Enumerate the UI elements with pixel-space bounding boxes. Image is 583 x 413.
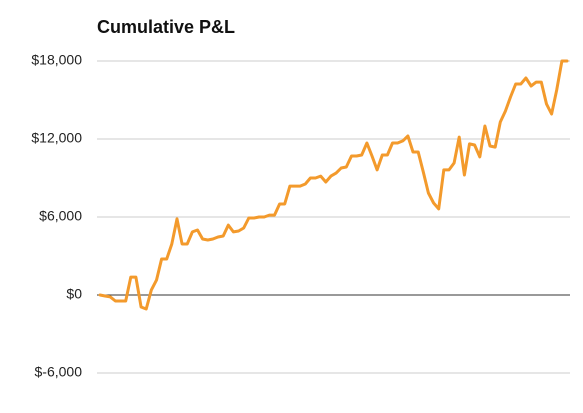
y-tick-label: $12,000 (31, 130, 82, 146)
y-tick-label: $18,000 (31, 52, 82, 68)
y-tick-label: $-6,000 (35, 364, 83, 380)
y-tick-label: $6,000 (39, 208, 82, 224)
chart-title: Cumulative P&L (97, 17, 235, 37)
y-tick-label: $0 (66, 286, 82, 302)
data-line (98, 59, 569, 311)
